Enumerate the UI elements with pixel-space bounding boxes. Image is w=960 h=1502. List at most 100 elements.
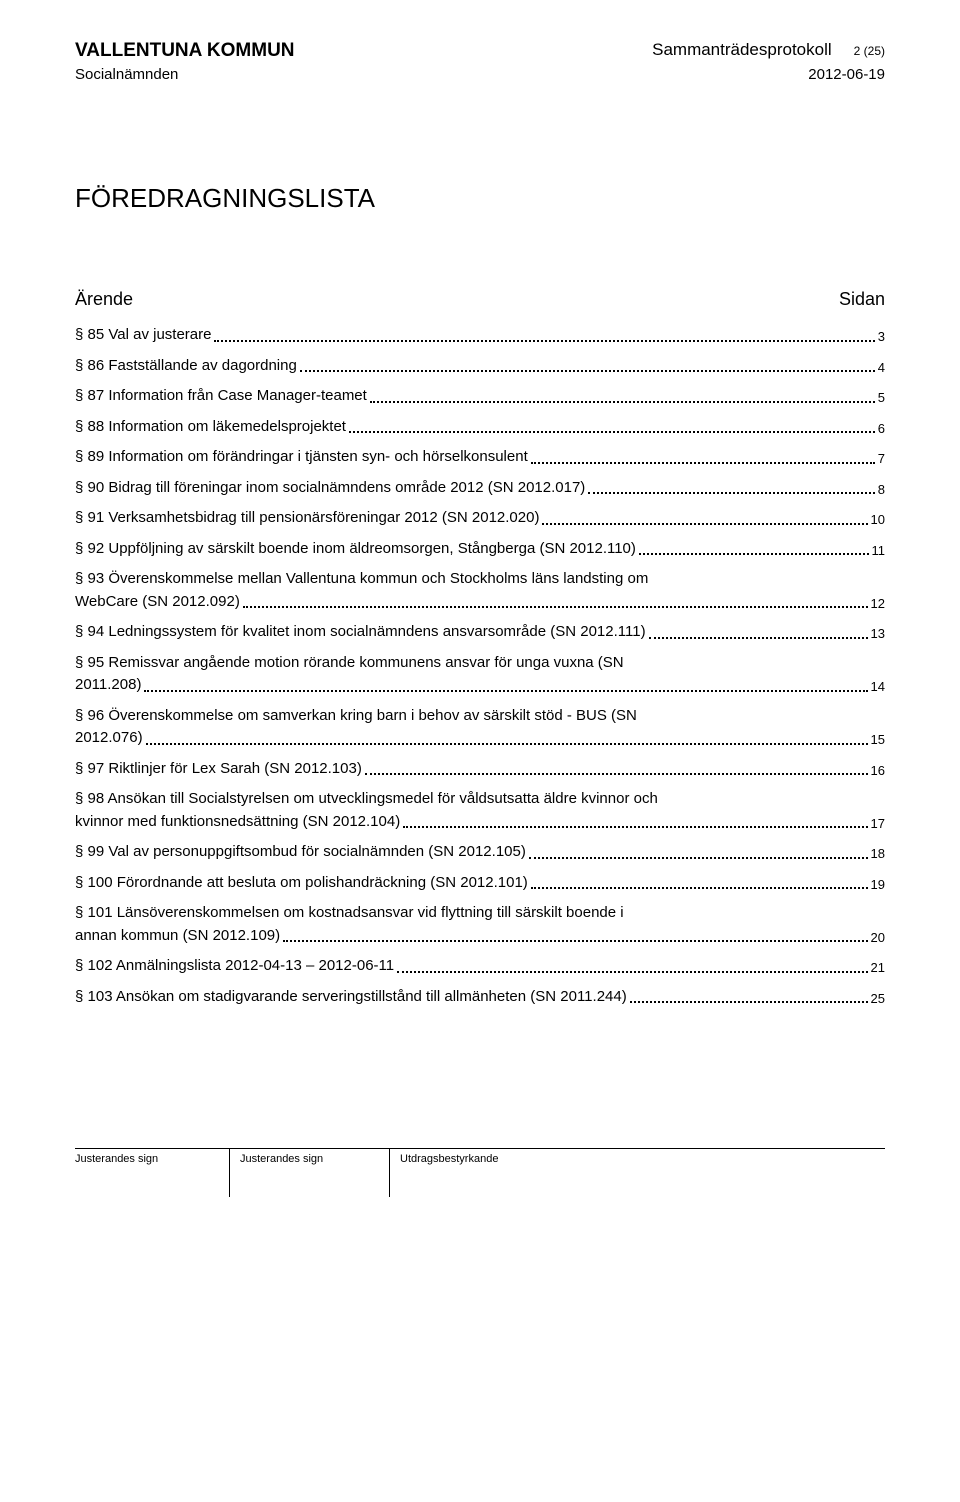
toc-text: § 94 Ledningssystem för kvalitet inom so…	[75, 621, 646, 644]
document-page: VALLENTUNA KOMMUN Sammanträdesprotokoll …	[0, 0, 960, 1227]
toc-entry: § 91 Verksamhetsbidrag till pensionärsfö…	[75, 507, 885, 530]
toc-entry: § 85 Val av justerare 3	[75, 324, 885, 347]
toc-leader	[283, 940, 867, 942]
toc-leader	[588, 492, 874, 494]
header-right: Sammanträdesprotokoll 2 (25)	[652, 40, 885, 60]
toc-leader	[531, 462, 875, 464]
toc-text: § 88 Information om läkemedelsprojektet	[75, 416, 346, 439]
header-doc-type: Sammanträdesprotokoll	[652, 40, 832, 60]
toc-page-number: 5	[878, 388, 885, 408]
toc-page-number: 6	[878, 419, 885, 439]
toc-leader	[630, 1001, 868, 1003]
toc-text: § 97 Riktlinjer för Lex Sarah (SN 2012.1…	[75, 758, 362, 781]
toc-page-number: 12	[871, 594, 885, 614]
toc-page-number: 8	[878, 480, 885, 500]
toc-text-line1: § 95 Remissvar angående motion rörande k…	[75, 652, 885, 675]
header-kommun: VALLENTUNA KOMMUN	[75, 40, 295, 62]
toc-page-number: 25	[871, 989, 885, 1009]
toc-leader	[146, 743, 868, 745]
toc-page-number: 4	[878, 358, 885, 378]
toc-text: § 90 Bidrag till föreningar inom socialn…	[75, 477, 585, 500]
toc-entry: § 97 Riktlinjer för Lex Sarah (SN 2012.1…	[75, 758, 885, 781]
toc-text: § 103 Ansökan om stadigvarande servering…	[75, 986, 627, 1009]
toc-text-line2: 2012.076)	[75, 727, 143, 750]
toc-entry: § 98 Ansökan till Socialstyrelsen om utv…	[75, 788, 885, 833]
toc-entry: § 86 Fastställande av dagordning 4	[75, 355, 885, 378]
toc-page-number: 14	[871, 677, 885, 697]
toc-entry: § 100 Förordnande att besluta om polisha…	[75, 872, 885, 895]
footer-utdragsbestyrkande: Utdragsbestyrkande	[390, 1149, 885, 1197]
toc-leader	[639, 553, 869, 555]
toc-entry-row: 2012.076) 15	[75, 727, 885, 750]
toc-page-number: 11	[872, 541, 886, 561]
toc-text-line1: § 96 Överenskommelse om samverkan kring …	[75, 705, 885, 728]
toc-entry: § 103 Ansökan om stadigvarande servering…	[75, 986, 885, 1009]
toc-text: § 99 Val av personuppgiftsombud för soci…	[75, 841, 526, 864]
toc-page-number: 18	[871, 844, 885, 864]
header-date: 2012-06-19	[808, 66, 885, 83]
toc-entry: § 93 Överenskommelse mellan Vallentuna k…	[75, 568, 885, 613]
toc-entry-row: WebCare (SN 2012.092) 12	[75, 591, 885, 614]
toc-entry: § 95 Remissvar angående motion rörande k…	[75, 652, 885, 697]
toc-text-line1: § 93 Överenskommelse mellan Vallentuna k…	[75, 568, 885, 591]
toc-text-line2: 2011.208)	[75, 674, 141, 697]
toc-entry-row: 2011.208) 14	[75, 674, 885, 697]
footer-table: Justerandes sign Justerandes sign Utdrag…	[75, 1148, 885, 1197]
toc-leader	[144, 690, 867, 692]
toc-leader	[403, 826, 867, 828]
toc-leader	[214, 340, 874, 342]
footer-justerandes-sign-1: Justerandes sign	[75, 1149, 230, 1197]
toc-text: § 92 Uppföljning av särskilt boende inom…	[75, 538, 636, 561]
toc-text-line1: § 98 Ansökan till Socialstyrelsen om utv…	[75, 788, 885, 811]
toc-text-line2: kvinnor med funktionsnedsättning (SN 201…	[75, 811, 400, 834]
toc-leader	[529, 857, 868, 859]
toc-header: Ärende Sidan	[75, 289, 885, 310]
toc-page-number: 20	[871, 928, 885, 948]
toc-header-left: Ärende	[75, 289, 133, 310]
toc-entry: § 92 Uppföljning av särskilt boende inom…	[75, 538, 885, 561]
toc-entry: § 87 Information från Case Manager-teame…	[75, 385, 885, 408]
toc-page-number: 3	[878, 327, 885, 347]
toc-text: § 87 Information från Case Manager-teame…	[75, 385, 367, 408]
toc-entry: § 89 Information om förändringar i tjäns…	[75, 446, 885, 469]
toc-page-number: 13	[871, 624, 885, 644]
toc-entry: § 94 Ledningssystem för kvalitet inom so…	[75, 621, 885, 644]
toc-entry: § 101 Länsöverenskommelsen om kostnadsan…	[75, 902, 885, 947]
toc-leader	[365, 773, 868, 775]
header-page-indicator: 2 (25)	[854, 44, 885, 58]
toc-entry-row: annan kommun (SN 2012.109) 20	[75, 925, 885, 948]
toc-leader	[397, 971, 867, 973]
toc-leader	[531, 887, 868, 889]
toc-leader	[300, 370, 875, 372]
toc-header-right: Sidan	[839, 289, 885, 310]
toc-text-line1: § 101 Länsöverenskommelsen om kostnadsan…	[75, 902, 885, 925]
toc-text: § 86 Fastställande av dagordning	[75, 355, 297, 378]
toc-page-number: 7	[878, 449, 885, 469]
toc-entry: § 88 Information om läkemedelsprojektet 6	[75, 416, 885, 439]
toc-entry: § 102 Anmälningslista 2012-04-13 – 2012-…	[75, 955, 885, 978]
toc-text: § 85 Val av justerare	[75, 324, 211, 347]
subheader: Socialnämnden 2012-06-19	[75, 66, 885, 83]
toc-entry-row: kvinnor med funktionsnedsättning (SN 201…	[75, 811, 885, 834]
toc-entry: § 90 Bidrag till föreningar inom socialn…	[75, 477, 885, 500]
toc-text: § 102 Anmälningslista 2012-04-13 – 2012-…	[75, 955, 394, 978]
toc-leader	[649, 637, 868, 639]
page-title: FÖREDRAGNINGSLISTA	[75, 183, 885, 214]
toc-page-number: 10	[871, 510, 885, 530]
toc-text: § 89 Information om förändringar i tjäns…	[75, 446, 528, 469]
toc-leader	[370, 401, 875, 403]
footer-justerandes-sign-2: Justerandes sign	[230, 1149, 390, 1197]
toc-text-line2: annan kommun (SN 2012.109)	[75, 925, 280, 948]
toc-page-number: 15	[871, 730, 885, 750]
toc-text-line2: WebCare (SN 2012.092)	[75, 591, 240, 614]
toc-page-number: 16	[871, 761, 885, 781]
toc-page-number: 17	[871, 814, 885, 834]
toc-page-number: 19	[871, 875, 885, 895]
header-department: Socialnämnden	[75, 66, 178, 83]
toc-entry: § 99 Val av personuppgiftsombud för soci…	[75, 841, 885, 864]
toc-leader	[542, 523, 867, 525]
toc-entry: § 96 Överenskommelse om samverkan kring …	[75, 705, 885, 750]
toc-leader	[243, 606, 868, 608]
toc-text: § 100 Förordnande att besluta om polisha…	[75, 872, 528, 895]
toc-list: § 85 Val av justerare 3 § 86 Fastställande…	[75, 324, 885, 1008]
